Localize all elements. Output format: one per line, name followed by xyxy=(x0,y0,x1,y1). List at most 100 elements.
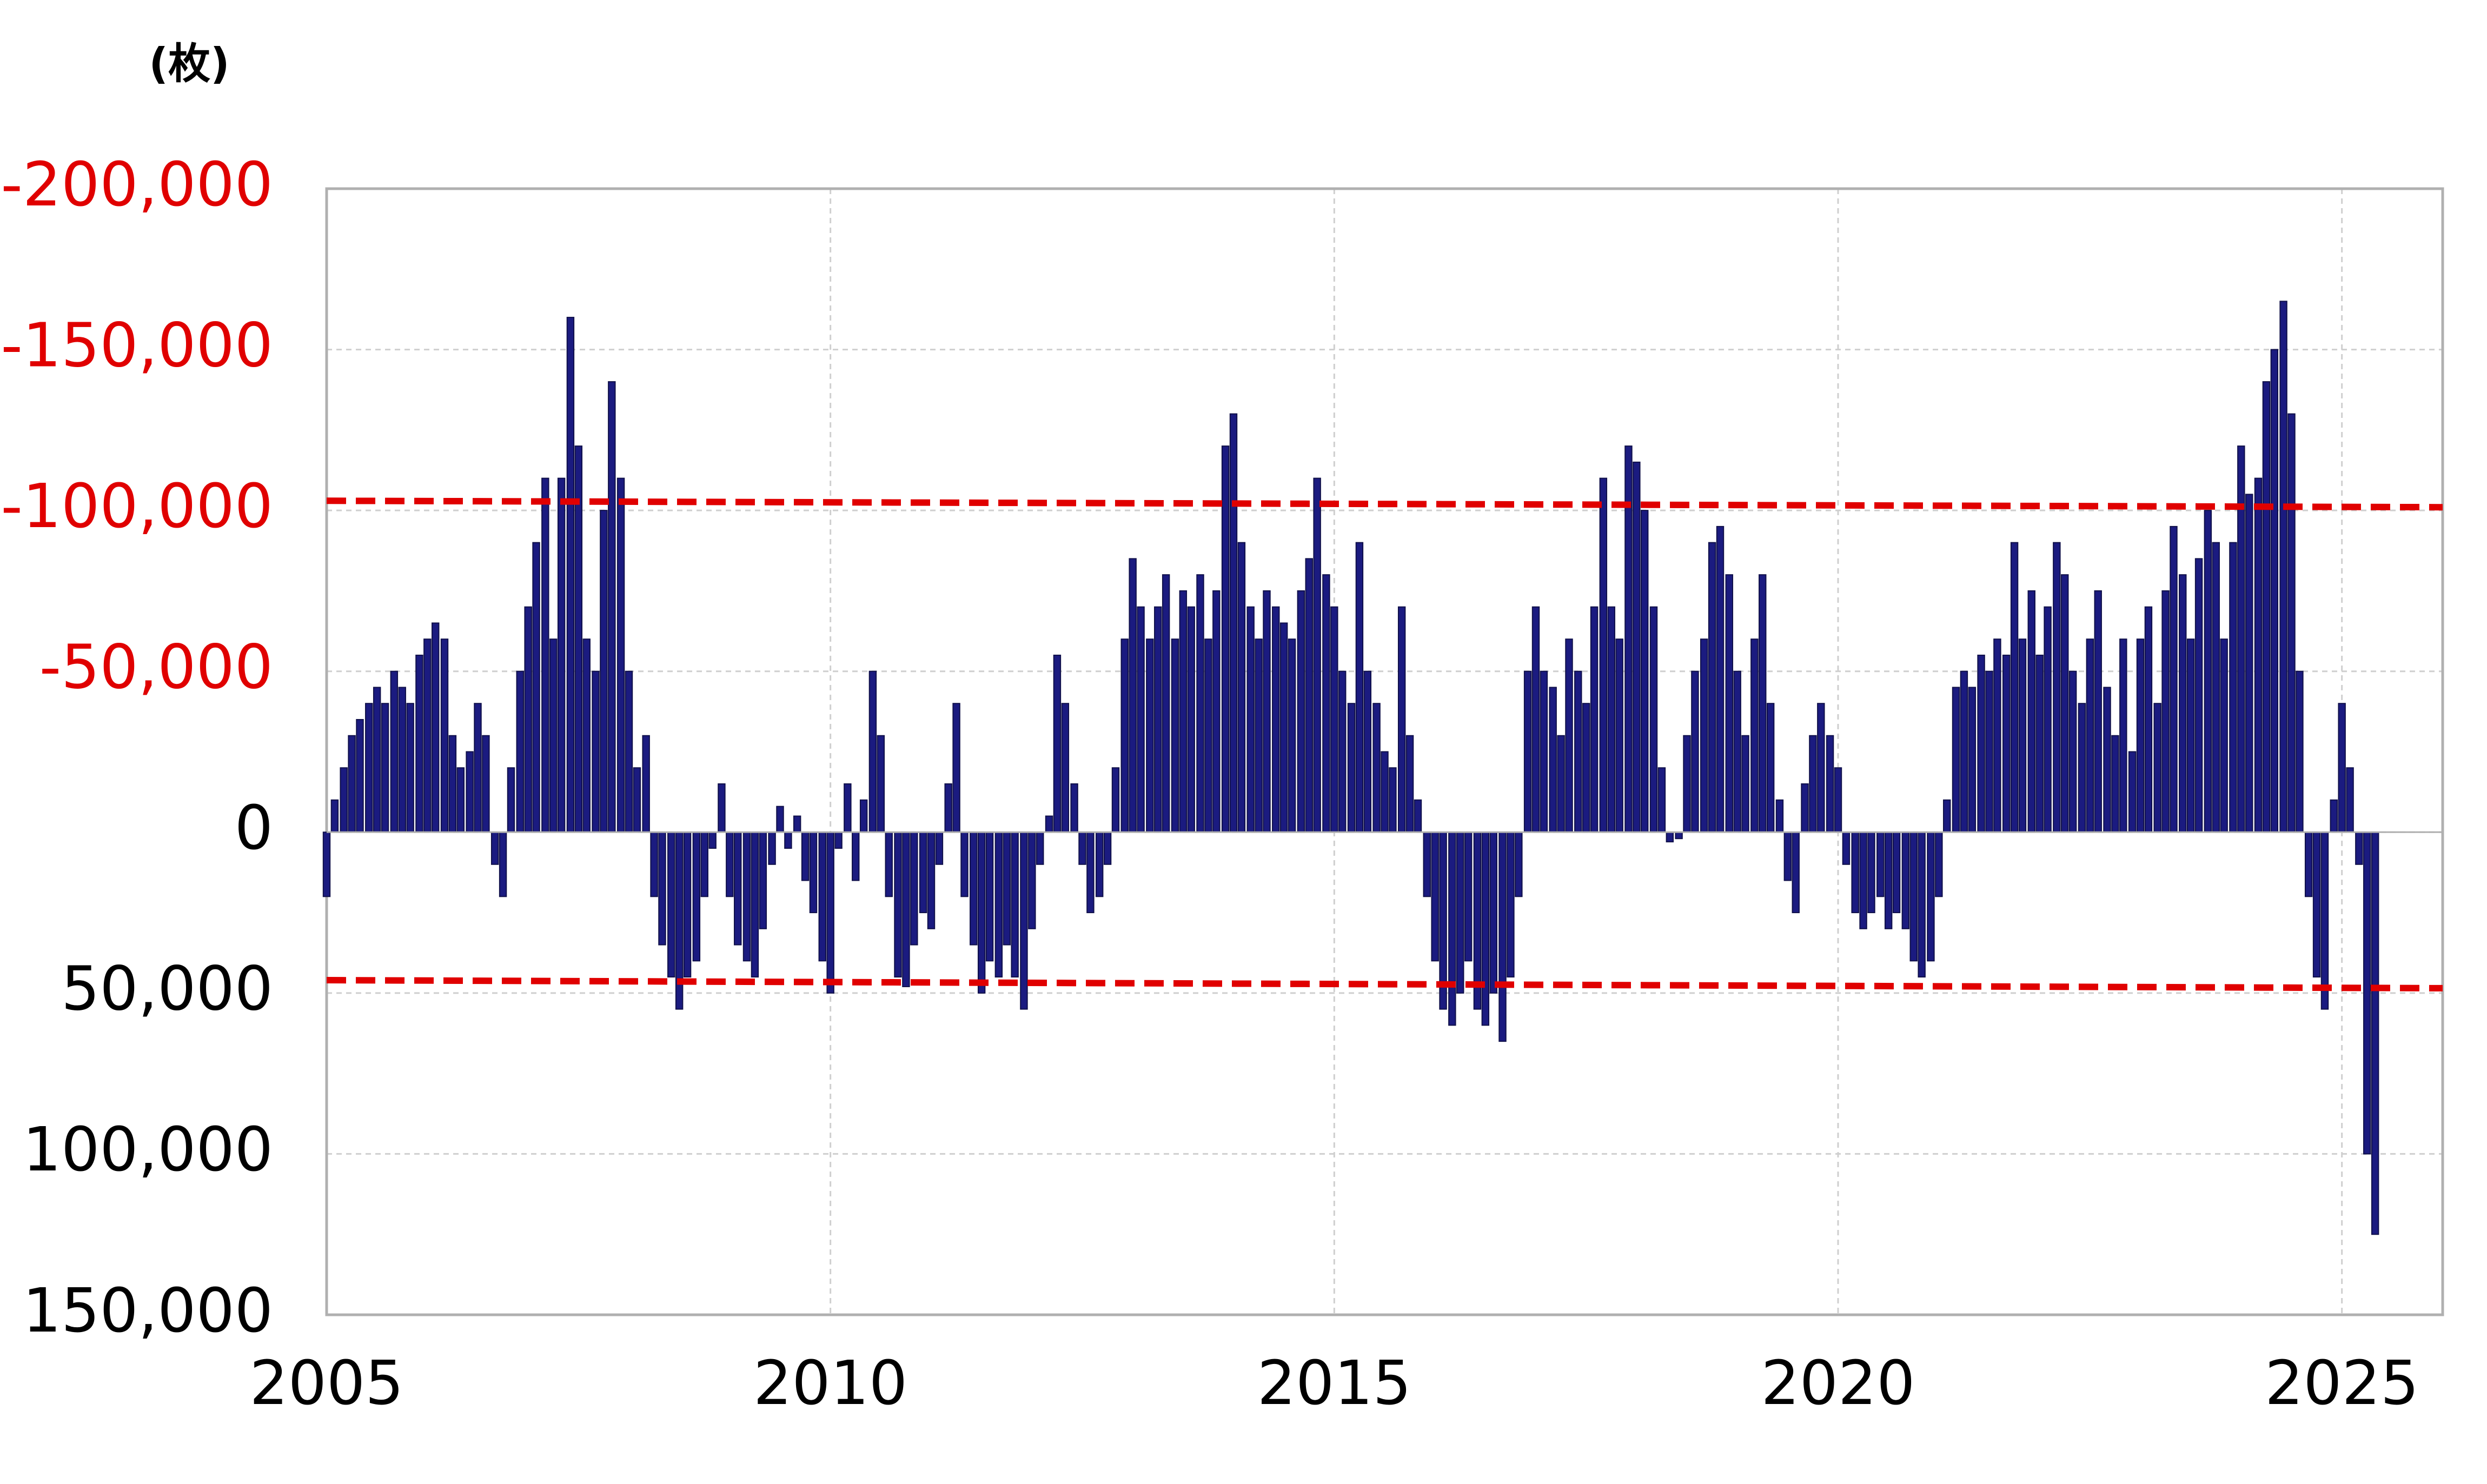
bar xyxy=(456,767,465,833)
bar xyxy=(1381,751,1389,833)
bar xyxy=(1700,638,1708,833)
bar xyxy=(348,735,356,833)
bar xyxy=(1086,831,1095,914)
bar xyxy=(415,654,423,833)
bar xyxy=(826,831,834,994)
bar xyxy=(340,767,348,833)
y-tick-label: 150,000 xyxy=(23,1276,273,1346)
bar xyxy=(1599,477,1608,833)
bar xyxy=(541,477,549,833)
bar xyxy=(1305,558,1313,833)
bar xyxy=(2245,494,2253,833)
bar xyxy=(952,703,960,833)
bar xyxy=(1111,767,1120,833)
bar xyxy=(1582,703,1590,833)
bar xyxy=(809,831,818,914)
bar xyxy=(1061,703,1070,833)
bar xyxy=(2086,638,2094,833)
bar xyxy=(2103,687,2111,833)
bar xyxy=(1187,606,1195,833)
bar xyxy=(1708,542,1716,833)
bar xyxy=(1759,574,1767,833)
bar xyxy=(1338,670,1347,833)
bar xyxy=(2094,590,2102,833)
bar xyxy=(1817,703,1825,833)
bar xyxy=(1448,831,1456,1026)
bar xyxy=(1809,735,1817,833)
bar xyxy=(1842,831,1851,865)
bar xyxy=(1414,799,1422,833)
bar xyxy=(1363,670,1372,833)
bar xyxy=(1322,574,1330,833)
bar xyxy=(776,806,784,833)
bar xyxy=(1423,831,1431,897)
bar xyxy=(2279,301,2287,833)
bar xyxy=(373,687,381,833)
bar xyxy=(1020,831,1028,1010)
bar xyxy=(390,670,399,833)
bar xyxy=(910,831,918,946)
bar xyxy=(1884,831,1893,929)
bar xyxy=(1960,670,1968,833)
bar xyxy=(1011,831,1019,978)
bar xyxy=(2220,638,2228,833)
bar xyxy=(2128,751,2137,833)
bar xyxy=(1977,654,1985,833)
bar xyxy=(440,638,449,833)
bar xyxy=(1783,831,1792,881)
bar xyxy=(1129,558,1137,833)
bar xyxy=(2053,542,2061,833)
bar xyxy=(616,477,625,833)
bar xyxy=(1263,590,1271,833)
bar xyxy=(970,831,978,946)
bar xyxy=(1372,703,1381,833)
bar xyxy=(2320,831,2329,1010)
bar xyxy=(658,831,666,946)
bar xyxy=(1456,831,1464,994)
bar xyxy=(700,831,708,897)
bar xyxy=(1070,783,1078,833)
bar xyxy=(2194,558,2203,833)
bar xyxy=(1859,831,1867,929)
bar xyxy=(1716,525,1725,833)
bar xyxy=(1641,510,1649,833)
bar xyxy=(1675,831,1683,840)
bar xyxy=(1834,767,1842,833)
y-tick-label: 50,000 xyxy=(61,954,273,1024)
bar xyxy=(448,735,457,833)
bar xyxy=(1633,461,1641,833)
bar xyxy=(1826,735,1834,833)
bar xyxy=(406,703,414,833)
x-tick-label: 2015 xyxy=(1257,1348,1411,1419)
bar xyxy=(742,831,751,962)
bar xyxy=(834,831,843,849)
bar xyxy=(1691,670,1699,833)
bar xyxy=(2068,670,2077,833)
bar xyxy=(960,831,969,897)
bar xyxy=(482,735,490,833)
bar xyxy=(1968,687,1977,833)
bar xyxy=(2229,542,2237,833)
bar xyxy=(844,783,852,833)
bar xyxy=(2153,703,2161,833)
bar xyxy=(2330,799,2338,833)
bar xyxy=(718,783,726,833)
bar xyxy=(592,670,600,833)
bar xyxy=(1741,735,1749,833)
bar xyxy=(1389,767,1397,833)
bar xyxy=(2186,638,2195,833)
bar xyxy=(1615,638,1623,833)
bar xyxy=(2304,831,2313,897)
bar xyxy=(1397,606,1406,833)
bar xyxy=(1137,606,1145,833)
bar xyxy=(1489,831,1497,994)
bar xyxy=(1666,831,1674,843)
bar xyxy=(516,670,524,833)
bar xyxy=(944,783,952,833)
bar xyxy=(2078,703,2086,833)
bar xyxy=(642,735,650,833)
bar xyxy=(1204,638,1212,833)
unit-label: (枚) xyxy=(149,39,229,88)
bar xyxy=(927,831,936,929)
